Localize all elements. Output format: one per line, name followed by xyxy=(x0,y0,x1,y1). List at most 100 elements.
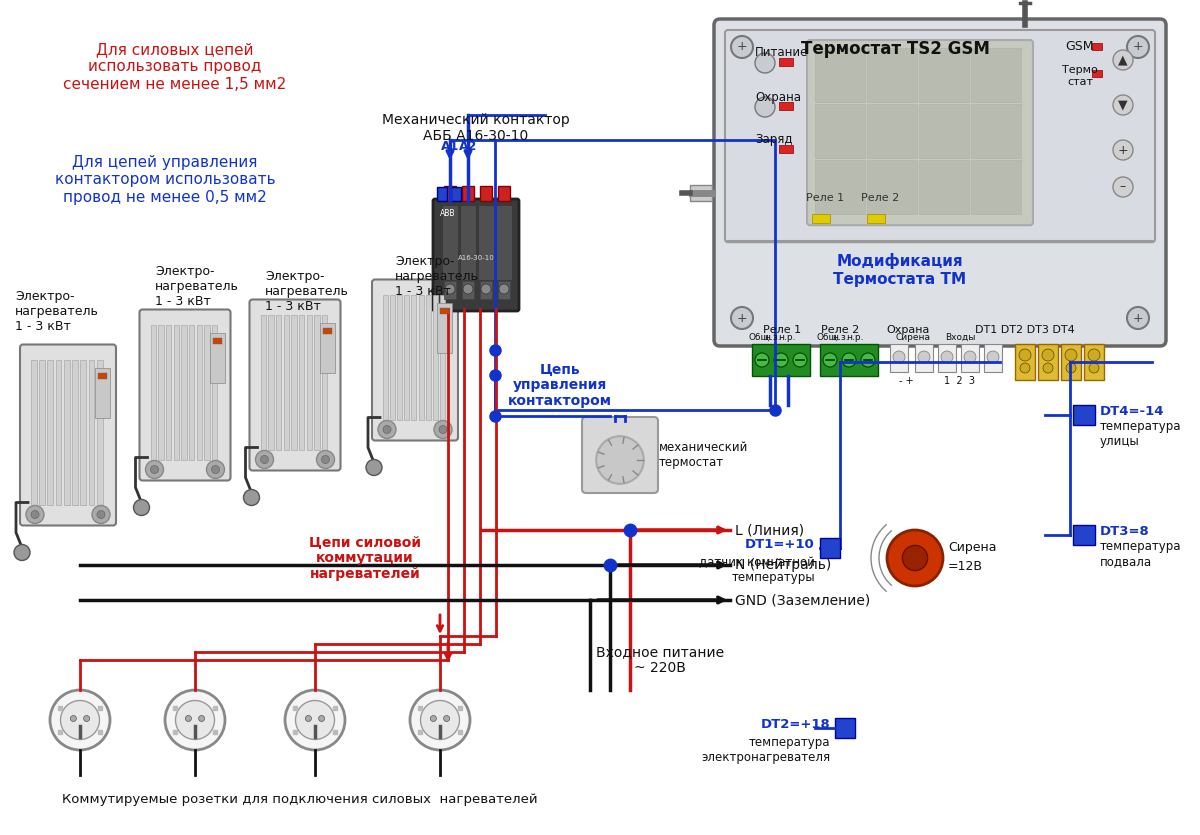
Bar xyxy=(444,186,456,201)
Bar xyxy=(292,315,296,449)
Circle shape xyxy=(14,544,30,560)
Bar xyxy=(97,360,102,504)
Text: Для цепей управления
контактором использовать
провод не менее 0,5 мм2: Для цепей управления контактором использ… xyxy=(55,155,275,205)
Bar xyxy=(779,102,793,110)
Bar xyxy=(1084,344,1104,380)
Circle shape xyxy=(1127,36,1150,58)
Circle shape xyxy=(211,465,220,473)
Text: Заряд: Заряд xyxy=(755,134,792,146)
Circle shape xyxy=(366,459,382,475)
Circle shape xyxy=(97,510,106,519)
Circle shape xyxy=(434,421,452,438)
Circle shape xyxy=(319,716,324,721)
Text: ABB: ABB xyxy=(440,209,456,218)
Text: DT3=8: DT3=8 xyxy=(1100,525,1150,538)
Bar xyxy=(306,315,312,449)
Text: Охрана: Охрана xyxy=(755,90,802,104)
Bar xyxy=(437,302,452,352)
Text: Электро-
нагреватель
1 - 3 кВт: Электро- нагреватель 1 - 3 кВт xyxy=(155,265,239,308)
Bar xyxy=(971,104,1021,158)
Circle shape xyxy=(166,690,226,750)
Circle shape xyxy=(244,489,259,505)
Circle shape xyxy=(186,716,192,721)
FancyBboxPatch shape xyxy=(20,345,116,525)
Bar xyxy=(480,281,492,299)
Bar xyxy=(1061,344,1081,380)
Bar xyxy=(815,48,865,102)
Text: ▼: ▼ xyxy=(1118,99,1128,112)
Bar xyxy=(268,315,274,449)
Text: Реле 2: Реле 2 xyxy=(860,193,899,203)
Circle shape xyxy=(755,53,775,73)
Bar xyxy=(299,315,305,449)
Text: н.з.: н.з. xyxy=(832,333,848,342)
Circle shape xyxy=(463,284,473,294)
Bar xyxy=(498,186,510,201)
Bar xyxy=(1092,70,1102,77)
Bar xyxy=(938,344,956,372)
Bar xyxy=(319,322,335,372)
Bar xyxy=(461,206,475,279)
FancyBboxPatch shape xyxy=(250,300,341,470)
Bar xyxy=(433,295,438,419)
Bar xyxy=(1015,344,1034,380)
Bar xyxy=(961,344,979,372)
Text: L (Линия): L (Линия) xyxy=(734,523,804,537)
Text: +: + xyxy=(1117,144,1128,156)
Text: A2: A2 xyxy=(458,140,478,153)
Text: Питание: Питание xyxy=(755,45,809,58)
Text: GSM: GSM xyxy=(1066,40,1094,53)
Text: датчик комнатной
температуры: датчик комнатной температуры xyxy=(700,556,815,584)
Text: DT2=+18: DT2=+18 xyxy=(761,718,830,731)
Text: Сирена: Сирена xyxy=(948,542,996,554)
Bar xyxy=(31,360,37,504)
Text: Входы: Входы xyxy=(944,333,976,342)
Circle shape xyxy=(84,716,90,721)
Circle shape xyxy=(145,460,163,478)
Text: Общ.: Общ. xyxy=(816,333,840,342)
Circle shape xyxy=(256,451,274,468)
Circle shape xyxy=(893,351,905,363)
FancyBboxPatch shape xyxy=(808,40,1033,225)
Text: GND (Заземление): GND (Заземление) xyxy=(734,593,870,607)
Text: Входное питание
~ 220В: Входное питание ~ 220В xyxy=(596,645,724,676)
Text: +: + xyxy=(1133,41,1144,53)
Circle shape xyxy=(410,690,470,750)
Circle shape xyxy=(175,701,215,740)
Bar xyxy=(866,104,917,158)
Circle shape xyxy=(378,421,396,438)
Text: Термо
стат: Термо стат xyxy=(1062,65,1098,87)
Bar xyxy=(440,307,449,313)
Circle shape xyxy=(887,530,943,586)
Circle shape xyxy=(71,716,77,721)
Bar xyxy=(971,160,1021,214)
Bar xyxy=(984,344,1002,372)
Text: Цепи силовой
коммутации
нагревателей: Цепи силовой коммутации нагревателей xyxy=(310,534,421,581)
Bar xyxy=(919,160,970,214)
Text: ▲: ▲ xyxy=(1118,53,1128,67)
Bar xyxy=(158,325,163,459)
Circle shape xyxy=(1042,349,1054,361)
Bar xyxy=(404,295,409,419)
Text: Реле 1: Реле 1 xyxy=(763,325,802,335)
Bar xyxy=(437,187,446,201)
Circle shape xyxy=(420,701,460,740)
Bar xyxy=(323,327,331,333)
Bar xyxy=(383,295,388,419)
Bar xyxy=(72,360,78,504)
Circle shape xyxy=(1114,177,1133,197)
Circle shape xyxy=(1114,140,1133,160)
Text: Реле 2: Реле 2 xyxy=(821,325,859,335)
Circle shape xyxy=(199,716,204,721)
FancyBboxPatch shape xyxy=(725,30,1154,242)
Text: Охрана: Охрана xyxy=(887,325,930,335)
Bar xyxy=(443,206,457,279)
Bar xyxy=(866,160,917,214)
Circle shape xyxy=(317,451,335,468)
Bar xyxy=(276,315,281,449)
Circle shape xyxy=(1088,349,1100,361)
Bar xyxy=(260,315,266,449)
Bar xyxy=(181,325,186,459)
Circle shape xyxy=(31,510,38,519)
Text: Термостат TS2 GSM: Термостат TS2 GSM xyxy=(800,40,990,58)
